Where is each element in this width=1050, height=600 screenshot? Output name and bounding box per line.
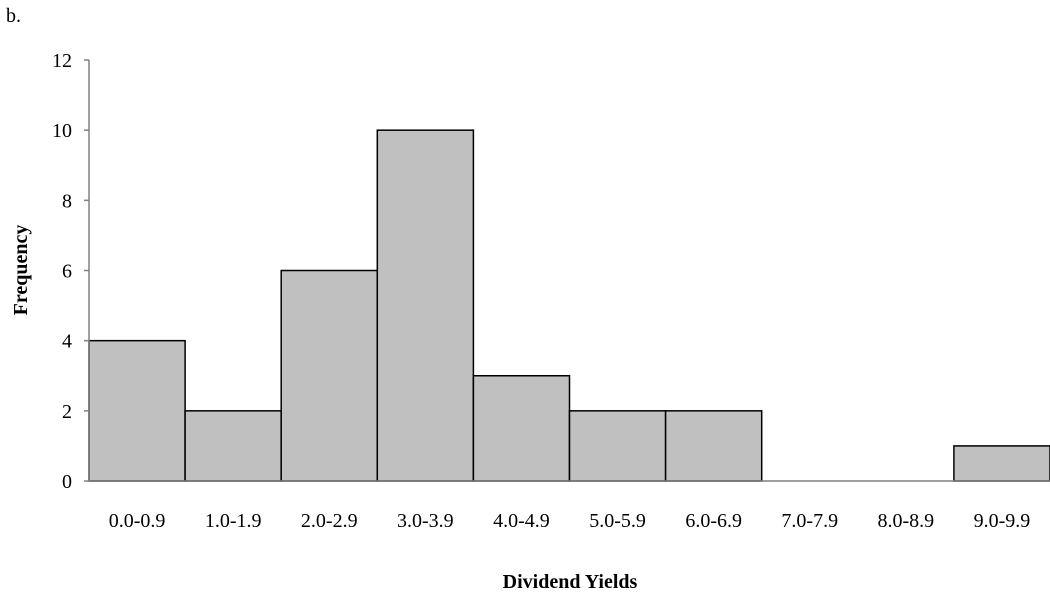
y-tick-label: 2 xyxy=(62,401,72,423)
x-tick-label: 1.0-1.9 xyxy=(205,510,262,532)
x-tick-label: 6.0-6.9 xyxy=(685,510,742,532)
bar-0.0-0.9 xyxy=(88,339,186,482)
bar-5.0-5.9 xyxy=(568,410,667,482)
bar-6.0-6.9 xyxy=(664,410,763,482)
axes-layer xyxy=(84,59,1050,482)
x-tick-label: 9.0-9.9 xyxy=(974,510,1031,532)
x-tick-label: 7.0-7.9 xyxy=(781,510,838,532)
y-tick-label: 10 xyxy=(52,120,72,142)
bar-1.0-1.9 xyxy=(184,410,282,482)
y-tick-label: 12 xyxy=(52,50,72,72)
bar-9.0-9.9 xyxy=(953,445,1050,482)
bar-3.0-3.9 xyxy=(376,129,475,482)
part-label: b. xyxy=(6,5,21,27)
bar-2.0-2.9 xyxy=(280,269,379,482)
y-axis-title: Frequency xyxy=(10,225,32,316)
x-tick-label: 2.0-2.9 xyxy=(301,510,358,532)
x-tick-label: 5.0-5.9 xyxy=(589,510,646,532)
x-tick-label: 0.0-0.9 xyxy=(109,510,166,532)
x-tick-labels: 0.0-0.9 1.0-1.9 2.0-2.9 3.0-3.9 4.0-4.9 5.0-5… xyxy=(109,510,1031,532)
x-axis-title: Dividend Yields xyxy=(503,571,638,593)
bar-4.0-4.9 xyxy=(472,375,571,482)
x-tick-label: 3.0-3.9 xyxy=(397,510,454,532)
x-tick-label: 8.0-8.9 xyxy=(878,510,935,532)
bars-layer xyxy=(88,129,1050,482)
y-tick-label: 4 xyxy=(62,331,72,353)
y-tick-labels: 0 2 4 6 8 10 12 xyxy=(52,50,72,493)
y-tick-label: 8 xyxy=(62,190,72,212)
x-tick-label: 4.0-4.9 xyxy=(493,510,550,532)
y-tick-label: 6 xyxy=(62,261,72,283)
y-tick-label: 0 xyxy=(62,471,72,493)
